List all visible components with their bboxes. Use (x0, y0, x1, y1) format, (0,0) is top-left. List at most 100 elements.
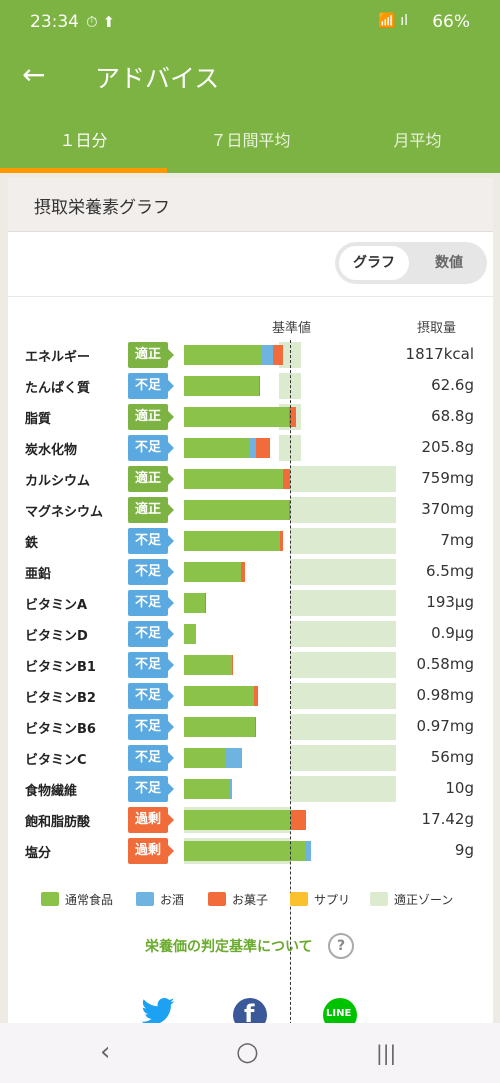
normal-food-segment (184, 438, 250, 458)
status-badge: 適正 (128, 466, 174, 492)
status-badge: 不足 (128, 435, 174, 461)
divider (8, 296, 493, 297)
status-time: 23:34 (30, 12, 79, 32)
graph-toggle-button[interactable]: グラフ (339, 246, 409, 280)
status-bar: 23:34 ⏱ ⬆ 📶 ıl 66% (0, 0, 500, 46)
legend-alcohol-swatch (136, 892, 154, 906)
nutrient-label: ビタミンB1 (25, 660, 96, 675)
reference-line (290, 340, 291, 1050)
nutrient-label: 塩分 (25, 846, 52, 861)
nutrient-label: 亜鉛 (25, 567, 52, 582)
snacks-segment (259, 376, 261, 396)
tab-7day-average[interactable]: ７日間平均 (210, 131, 291, 150)
twitter-icon[interactable] (140, 998, 175, 1032)
intake-amount: 6.5mg (426, 562, 474, 580)
optimal-zone (290, 776, 396, 802)
intake-amount: 62.6g (431, 376, 474, 394)
intake-amount: 0.97mg (416, 717, 474, 735)
reference-header: 基準値 (272, 321, 312, 336)
card-title: 摂取栄養素グラフ (34, 198, 170, 218)
status-badge: 不足 (128, 528, 174, 554)
optimal-zone (290, 466, 396, 492)
legend-supplement: サプリ (314, 893, 351, 907)
question-circle-icon[interactable]: ? (328, 933, 354, 959)
tab-indicator (0, 168, 167, 173)
value-toggle-button[interactable]: 数値 (435, 255, 463, 271)
snacks-segment (288, 407, 297, 427)
nutrient-label: ビタミンA (25, 598, 88, 613)
optimal-zone (279, 373, 301, 399)
status-badge: 不足 (128, 652, 174, 678)
intake-amount: 56mg (430, 748, 474, 766)
status-badge: 不足 (128, 373, 174, 399)
status-badge: 不足 (128, 590, 174, 616)
battery-level: 66% (432, 12, 470, 32)
normal-food-segment (184, 624, 196, 644)
normal-food-segment (184, 686, 254, 706)
snacks-segment (256, 438, 270, 458)
optimal-zone (290, 497, 396, 523)
intake-amount: 0.58mg (416, 655, 474, 673)
snacks-segment (241, 562, 246, 582)
nutrient-label: マグネシウム (25, 505, 104, 520)
intake-amount: 9g (454, 841, 474, 859)
tab-monthly-average[interactable]: 月平均 (393, 131, 442, 150)
intake-amount: 0.9µg (431, 624, 474, 642)
optimal-zone (290, 559, 396, 585)
normal-food-segment (184, 748, 227, 768)
legend-zone-swatch (370, 892, 388, 906)
intake-amount: 205.8g (421, 438, 474, 456)
status-icons: ⏱ ⬆ (86, 13, 116, 31)
alcohol-segment (305, 841, 312, 861)
nav-back-button[interactable]: ‹ (100, 1037, 111, 1067)
nav-recents-button[interactable]: ||| (376, 1041, 397, 1065)
nutrient-label: 炭水化物 (25, 443, 78, 458)
normal-food-segment (184, 717, 256, 737)
optimal-zone (290, 683, 396, 709)
alcohol-segment (249, 438, 257, 458)
normal-food-segment (184, 345, 263, 365)
nutrient-label: ビタミンD (25, 629, 88, 644)
intake-amount: 17.42g (421, 810, 474, 828)
optimal-zone (290, 652, 396, 678)
optimal-zone (290, 745, 396, 771)
legend-normal-food: 通常食品 (65, 893, 114, 907)
normal-food-segment (184, 376, 260, 396)
legend-zone: 適正ゾーン (394, 893, 454, 907)
nutrient-label: ビタミンB2 (25, 691, 96, 706)
alcohol-segment (262, 345, 274, 365)
intake-amount: 1817kcal (405, 345, 474, 363)
normal-food-segment (184, 779, 230, 799)
criteria-link[interactable]: 栄養価の判定基準について (145, 939, 313, 955)
optimal-zone (279, 435, 301, 461)
app-bar: ← アドバイス (0, 46, 500, 106)
nutrient-label: エネルギー (25, 350, 91, 365)
normal-food-segment (184, 810, 292, 830)
optimal-zone (290, 590, 396, 616)
facebook-letter: f (244, 1000, 255, 1028)
nutrient-label: ビタミンB6 (25, 722, 96, 737)
arrow-left-icon[interactable]: ← (22, 58, 46, 91)
snacks-segment (205, 593, 207, 613)
nutrient-label: 食物繊維 (25, 784, 78, 799)
status-badge: 不足 (128, 776, 174, 802)
tab-daily[interactable]: １日分 (59, 131, 108, 150)
alcohol-segment (229, 779, 232, 799)
snacks-segment (255, 717, 257, 737)
legend-supplement-swatch (290, 892, 308, 906)
intake-amount: 68.8g (431, 407, 474, 425)
normal-food-segment (184, 500, 289, 520)
intake-amount: 193µg (426, 593, 474, 611)
status-badge: 適正 (128, 342, 174, 368)
nav-home-button[interactable]: ○ (236, 1037, 259, 1067)
normal-food-segment (184, 562, 242, 582)
nutrient-label: 鉄 (25, 536, 39, 551)
tab-bar: １日分 ７日間平均 月平均 (0, 106, 500, 173)
status-badge: 不足 (128, 683, 174, 709)
line-text: LINE (326, 1008, 352, 1019)
snacks-segment (273, 345, 283, 365)
nutrient-graph-card: 摂取栄養素グラフ グラフ 数値 基準値 摂取量 エネルギー 適正 1817kcal た… (8, 178, 493, 1050)
normal-food-segment (184, 531, 281, 551)
nutrient-label: 脂質 (25, 412, 52, 427)
normal-food-segment (184, 407, 289, 427)
